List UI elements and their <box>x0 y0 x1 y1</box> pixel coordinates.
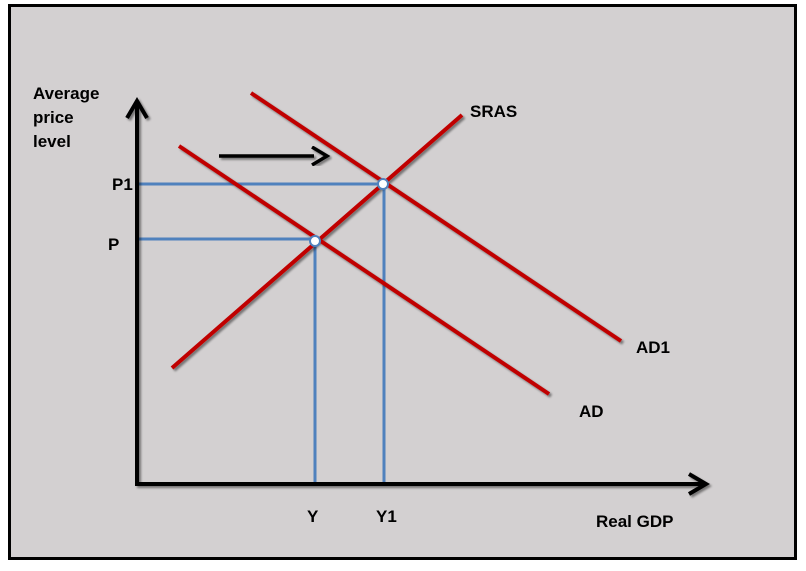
ad1-curve <box>249 91 623 343</box>
output-label-y1: Y1 <box>376 507 397 526</box>
ad-curve <box>177 144 551 396</box>
x-axis-label: Real GDP <box>596 512 673 531</box>
ad1-label: AD1 <box>636 338 670 357</box>
equilibrium-point-initial <box>309 235 321 247</box>
diagram-frame <box>8 4 797 560</box>
price-label-p: P <box>108 235 119 254</box>
x-axis-arrowhead <box>687 472 710 496</box>
price-label-p1: P1 <box>112 175 133 194</box>
y-axis-label-line-3: level <box>33 132 71 151</box>
y-axis-arrowhead <box>125 97 149 120</box>
ad-label: AD <box>579 402 604 421</box>
y-axis-label-line-2: price <box>33 108 74 127</box>
output-label-y: Y <box>307 507 319 526</box>
sras-label: SRAS <box>470 102 517 121</box>
y-axis-label-line-1: Average <box>33 84 99 103</box>
shift-arrow <box>219 145 331 167</box>
equilibrium-point-new <box>377 178 389 190</box>
